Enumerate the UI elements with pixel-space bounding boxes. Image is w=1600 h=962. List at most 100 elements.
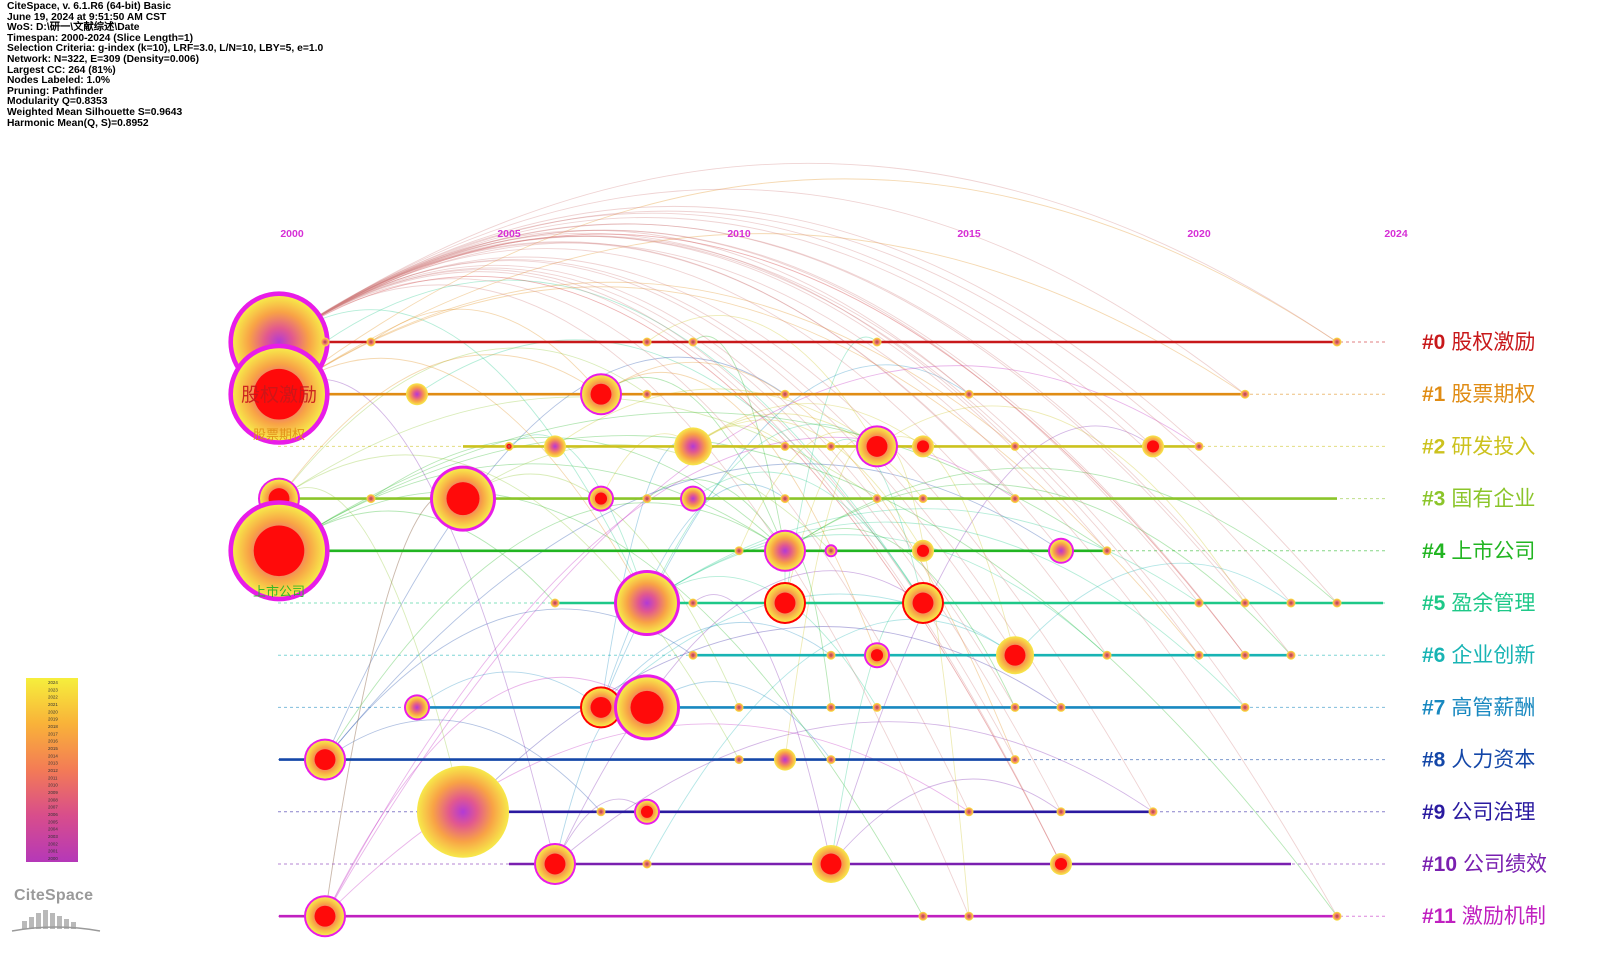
- cluster-name: 股票期权: [1451, 382, 1535, 406]
- legend-year-label: 2008: [48, 797, 58, 802]
- year-tick-label: 2000: [280, 228, 304, 240]
- citation-link: [278, 347, 648, 499]
- cluster-name: 盈余管理: [1451, 591, 1535, 615]
- cluster-node: [918, 911, 928, 921]
- info-line: Selection Criteria: g-index (k=10), LRF=…: [7, 43, 324, 55]
- cluster-node: [1332, 337, 1342, 347]
- cluster-id: #10: [1422, 853, 1457, 876]
- citation-link: [692, 335, 786, 551]
- citation-link: [324, 356, 786, 760]
- cluster-node: [588, 485, 614, 512]
- citation-link: [784, 528, 1016, 708]
- citation-link: [646, 618, 1016, 865]
- citation-link: [416, 671, 602, 708]
- cluster-node: [1240, 650, 1250, 660]
- citation-link: [324, 463, 1062, 760]
- cluster-label: #1 股票期权: [1422, 382, 1535, 406]
- citation-link: [1014, 562, 1292, 656]
- cluster-nodes: [228, 291, 1342, 938]
- legend-year-label: 2005: [48, 819, 58, 824]
- cluster-node: [1286, 650, 1296, 660]
- cluster-node: [580, 373, 622, 416]
- year-tick-label: 2010: [727, 228, 751, 240]
- cluster-node: [1194, 441, 1204, 451]
- legend-year-label: 2019: [48, 717, 58, 722]
- citation-link: [370, 437, 786, 552]
- citespace-logo: CiteSpace: [8, 885, 104, 935]
- citation-link: [370, 308, 602, 395]
- citation-link: [692, 419, 924, 552]
- cluster-node: [812, 845, 850, 883]
- cluster-label: #5 盈余管理: [1422, 591, 1535, 615]
- info-line: Largest CC: 264 (81%): [7, 64, 116, 76]
- citation-link: [278, 229, 1200, 604]
- cluster-name: 公司绩效: [1463, 852, 1547, 876]
- year-tick-label: 2005: [497, 228, 521, 240]
- cluster-id: #7: [1422, 696, 1445, 719]
- citation-link: [278, 378, 556, 865]
- info-line: WoS: D:\研一\文献综述\Date: [7, 22, 140, 34]
- citation-link: [278, 491, 924, 917]
- cluster-node: [826, 755, 836, 765]
- citation-link: [324, 365, 1200, 917]
- cluster-node: [734, 546, 744, 556]
- legend-year-label: 2011: [48, 775, 58, 780]
- cluster-node: [642, 859, 652, 869]
- cluster-label: #7 高管薪酬: [1422, 695, 1535, 719]
- year-tick-label: 2015: [957, 228, 981, 240]
- cluster-node: [872, 494, 882, 504]
- info-line: Nodes Labeled: 1.0%: [7, 75, 110, 87]
- cluster-node: [856, 425, 898, 468]
- legend-year-label: 2017: [48, 731, 58, 736]
- year-axis: 2000 2005 2010 2015 2020 2024: [280, 228, 1408, 240]
- legend-year-label: 2013: [48, 761, 58, 766]
- citation-link: [600, 593, 1016, 708]
- citation-link: [600, 361, 1016, 760]
- cluster-node: [1010, 755, 1020, 765]
- cluster-node: [1332, 911, 1342, 921]
- cluster-node: [826, 650, 836, 660]
- legend-year-label: 2006: [48, 812, 58, 817]
- citation-link: [278, 235, 1108, 552]
- cluster-name: 公司治理: [1451, 800, 1535, 824]
- cluster-id: #1: [1422, 383, 1446, 406]
- cluster-node: [1010, 441, 1020, 451]
- cluster-node: [780, 494, 790, 504]
- cluster-labels: #0 股权激励 #1 股票期权 #2 研发投入 #3 国有企业 #4 上市公司 #5 盈余管理 #6 企业…: [1422, 330, 1547, 928]
- year-tick-label: 2020: [1187, 228, 1211, 240]
- cluster-label: #3 国有企业: [1422, 487, 1535, 511]
- citation-link: [278, 229, 970, 395]
- cluster-name: 研发投入: [1451, 434, 1535, 458]
- legend-year-label: 2001: [48, 849, 58, 854]
- cluster-node: [304, 738, 346, 781]
- citation-link: [278, 217, 1292, 604]
- citation-link: [324, 279, 924, 604]
- cluster-node: [1010, 494, 1020, 504]
- info-line: Pruning: Pathfinder: [7, 85, 104, 97]
- legend-year-label: 2004: [48, 827, 58, 832]
- citation-link: [554, 798, 648, 865]
- citation-link: [278, 242, 1338, 917]
- cluster-node: [1286, 598, 1296, 608]
- citation-link: [692, 403, 924, 447]
- citation-link: [784, 483, 1292, 656]
- citation-link: [646, 575, 878, 708]
- cluster-node: [614, 570, 680, 636]
- network-summary: CiteSpace, v. 6.1.R6 (64-bit) Basic June …: [7, 1, 324, 129]
- cluster-label: #11 激励机制: [1422, 904, 1546, 928]
- cluster-name: 高管薪酬: [1451, 695, 1535, 719]
- cluster-node: [534, 843, 576, 885]
- citation-link: [324, 719, 602, 813]
- cluster-node: [614, 674, 680, 741]
- cluster-id: #2: [1422, 435, 1445, 458]
- cluster-label: #9 公司治理: [1422, 800, 1535, 824]
- citation-link: [278, 435, 1338, 917]
- legend-year-label: 2010: [48, 783, 58, 788]
- citation-link: [692, 471, 924, 604]
- legend-year-label: 2000: [48, 856, 58, 861]
- info-line: Harmonic Mean(Q, S)=0.8952: [7, 117, 149, 129]
- info-line: Weighted Mean Silhouette S=0.9643: [7, 106, 183, 118]
- citation-link: [784, 336, 878, 604]
- citation-link: [278, 357, 648, 604]
- cluster-node: [1056, 807, 1066, 817]
